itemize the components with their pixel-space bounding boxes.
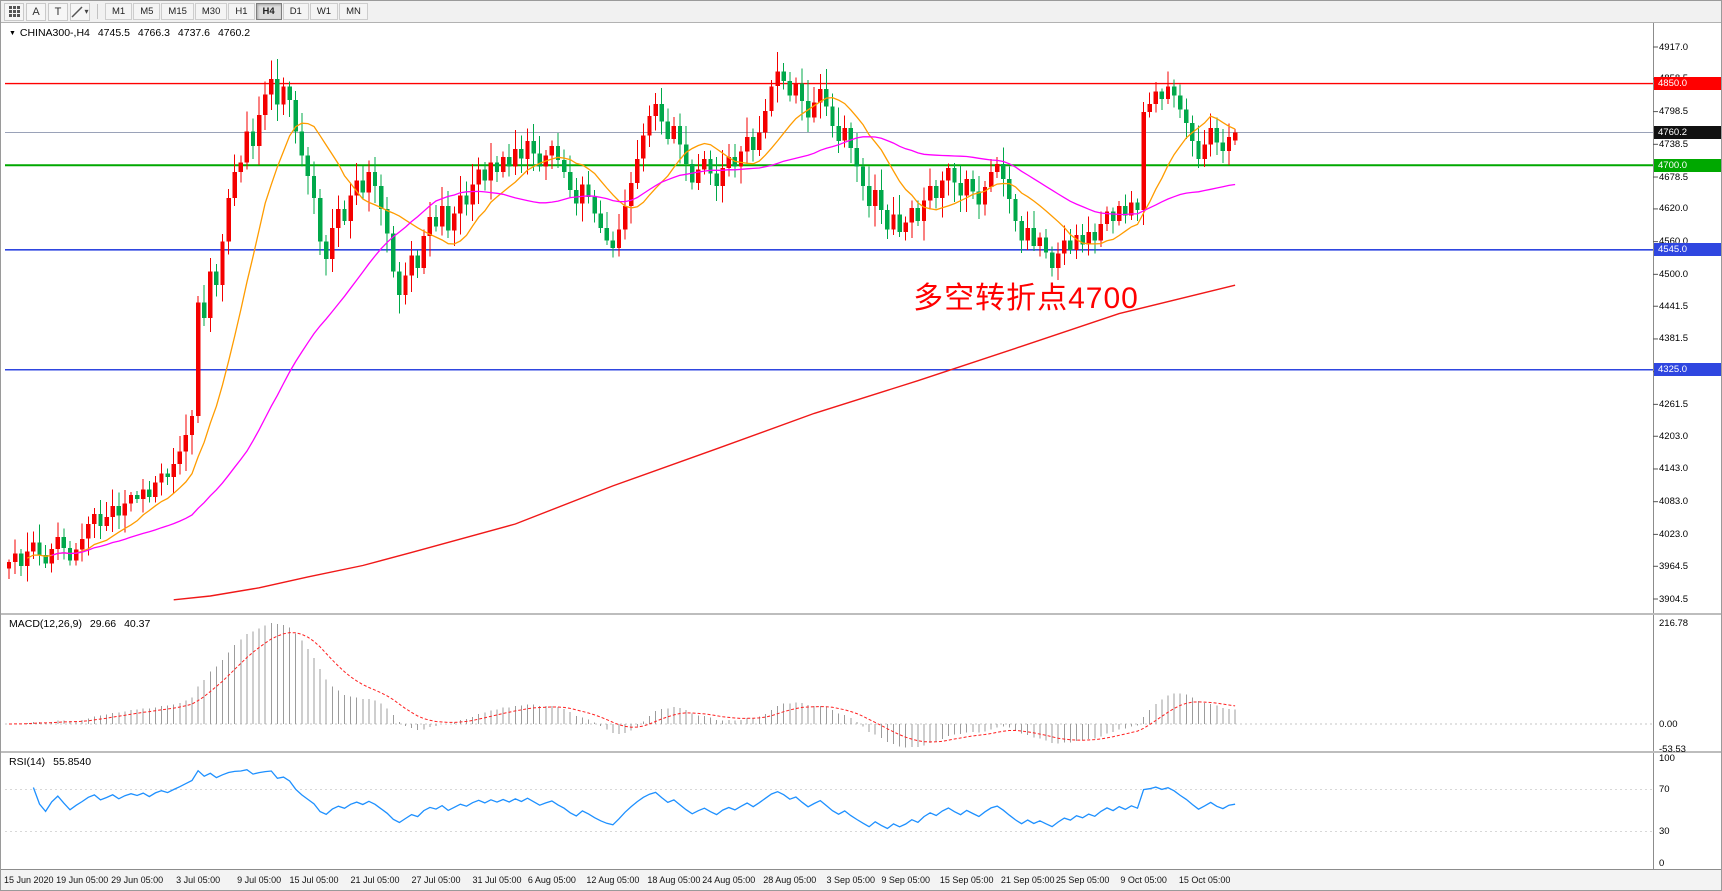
rsi-title: RSI(14)	[9, 756, 46, 768]
rsi-value: 55.8540	[53, 756, 92, 768]
grid-tool-button[interactable]	[4, 2, 24, 21]
macd-panel-area[interactable]	[5, 617, 1653, 750]
letter-t-icon: T	[54, 5, 62, 18]
macd-value-signal: 40.37	[124, 618, 151, 630]
rsi-header: RSI(14) 55.8540	[9, 756, 96, 768]
rsi-panel-area[interactable]	[5, 754, 1653, 868]
toolbar-separator	[97, 4, 98, 19]
macd-value-main: 29.66	[89, 618, 117, 630]
timeframe-button-W1[interactable]: W1	[309, 3, 339, 20]
timeframe-button-M30[interactable]: M30	[194, 3, 228, 20]
ohlc-open: 4745.5	[97, 27, 130, 39]
arrow-pointer-button[interactable]: A	[26, 2, 46, 21]
timeframe-button-D1[interactable]: D1	[282, 3, 309, 20]
chart-annotation-text: 多空转折点4700	[913, 282, 1139, 315]
timeframe-button-H1[interactable]: H1	[228, 3, 255, 20]
timeframe-button-M1[interactable]: M1	[105, 3, 133, 20]
timeframe-button-MN[interactable]: MN	[339, 3, 368, 20]
chevron-down-icon: ▾	[84, 7, 89, 16]
ohlc-close: 4760.2	[217, 27, 251, 39]
timeframe-buttons: M1 M5 M15 M30 H1 H4 D1 W1 MN	[105, 3, 369, 20]
symbol-period-label: CHINA300-,H4	[19, 27, 90, 39]
panel-divider[interactable]	[1, 613, 1721, 615]
toolbar: A T ▾ M1 M5 M15 M30 H1 H4 D1 W1 MN	[1, 1, 1721, 23]
timeframe-button-M5[interactable]: M5	[133, 3, 161, 20]
text-tool-button[interactable]: T	[48, 2, 68, 21]
macd-header: MACD(12,26,9) 29.66 40.37	[9, 618, 155, 630]
ohlc-high: 4766.3	[137, 27, 170, 39]
trendline-icon	[71, 5, 84, 18]
expand-icon[interactable]: ▼	[9, 30, 16, 37]
timeframe-button-H4[interactable]: H4	[255, 3, 282, 20]
line-tools-button[interactable]: ▾	[70, 2, 90, 21]
price-axis[interactable]	[1654, 24, 1721, 869]
grid-icon	[8, 6, 20, 17]
macd-title: MACD(12,26,9)	[9, 618, 82, 630]
timeframe-button-M15[interactable]: M15	[161, 3, 194, 20]
panel-divider[interactable]	[1, 751, 1721, 753]
time-axis[interactable]	[1, 869, 1721, 890]
letter-a-icon: A	[32, 5, 40, 18]
chart-plot-area[interactable]	[5, 24, 1653, 612]
ohlc-low: 4737.6	[177, 27, 211, 39]
chart-ohlc-header: ▼ CHINA300-,H4 4745.5 4766.3 4737.6 4760…	[9, 27, 255, 39]
